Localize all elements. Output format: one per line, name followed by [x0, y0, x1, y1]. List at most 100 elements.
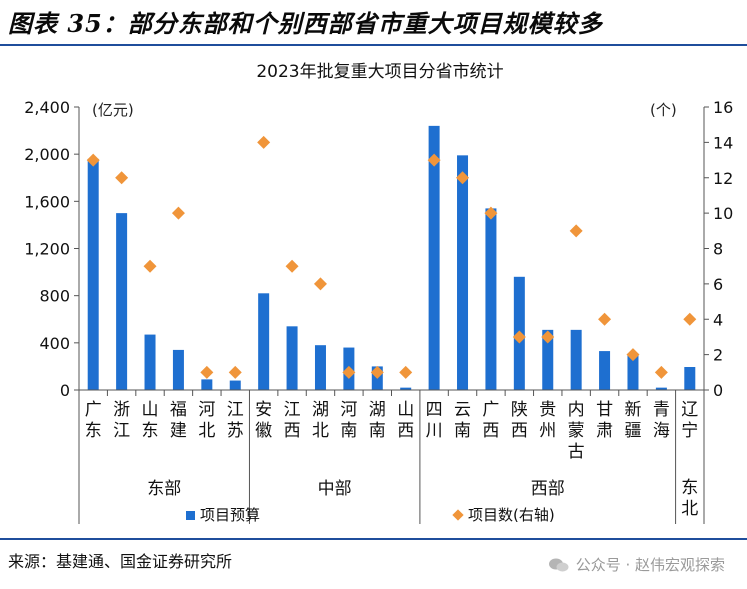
wechat-icon — [548, 558, 569, 571]
group-label: 东部 — [147, 479, 181, 499]
category-label-河南: 南 — [340, 421, 357, 441]
category-label-甘肃: 肃 — [596, 421, 613, 441]
bar-辽宁 — [684, 367, 696, 390]
chart-title: 2023年批复重大项目分省市统计 — [256, 62, 503, 82]
marker-河南 — [342, 365, 356, 379]
right-tick-label: 12 — [713, 169, 733, 188]
category-label-陕西: 西 — [511, 421, 528, 441]
category-label-福建: 建 — [170, 421, 187, 441]
legend-bar-swatch — [186, 511, 195, 520]
watermark-text: 公众号 · 赵伟宏观探索 — [575, 556, 725, 574]
marker-山西 — [399, 365, 413, 379]
bar-江苏 — [229, 380, 241, 390]
right-axis-unit: (个) — [650, 101, 677, 119]
legend-marker-label: 项目数(右轴) — [468, 506, 555, 524]
right-tick-label: 10 — [713, 204, 733, 223]
category-label-山西: 西 — [397, 421, 414, 441]
category-label-青海: 青 — [653, 400, 670, 420]
group-label: 东 — [681, 478, 698, 498]
right-tick-label: 2 — [713, 346, 723, 365]
bar-安徽 — [258, 293, 270, 390]
bar-内蒙古 — [570, 329, 582, 390]
marker-福建 — [171, 206, 185, 220]
category-label-河北: 北 — [198, 421, 215, 441]
marker-山东 — [143, 259, 157, 273]
bar-湖北 — [314, 345, 326, 390]
marker-广西 — [484, 206, 498, 220]
category-label-内蒙古: 古 — [568, 442, 585, 462]
marker-湖南 — [370, 365, 384, 379]
category-label-山东: 山 — [142, 400, 159, 420]
category-label-辽宁: 辽 — [681, 400, 698, 420]
category-label-辽宁: 宁 — [681, 421, 698, 441]
category-label-浙江: 江 — [113, 421, 130, 441]
marker-四川 — [427, 153, 441, 167]
right-tick-label: 14 — [713, 133, 733, 152]
category-label-内蒙古: 蒙 — [568, 421, 585, 441]
marker-安徽 — [257, 135, 271, 149]
marker-河北 — [200, 365, 214, 379]
bar-四川 — [428, 125, 440, 390]
category-label-广西: 广 — [482, 400, 499, 420]
marker-辽宁 — [683, 312, 697, 326]
marker-陕西 — [512, 330, 526, 344]
category-label-河南: 河 — [340, 400, 357, 420]
category-label-新疆: 疆 — [624, 421, 641, 441]
left-tick-label: 400 — [39, 334, 70, 353]
category-label-四川: 四 — [426, 400, 443, 420]
marker-贵州 — [541, 330, 555, 344]
left-tick-label: 2,000 — [24, 145, 70, 164]
left-axis-unit: (亿元) — [92, 101, 134, 119]
left-tick-label: 1,200 — [24, 240, 70, 259]
category-label-江西: 江 — [284, 400, 301, 420]
category-label-河北: 河 — [198, 400, 215, 420]
category-label-浙江: 浙 — [113, 400, 130, 420]
bar-广东 — [87, 158, 99, 390]
source-rule — [0, 538, 747, 540]
marker-湖北 — [313, 277, 327, 291]
left-tick-label: 0 — [60, 381, 70, 400]
bar-甘肃 — [599, 351, 611, 390]
marker-江西 — [285, 259, 299, 273]
right-tick-label: 16 — [713, 98, 733, 117]
title-rule — [0, 44, 747, 46]
left-tick-label: 2,400 — [24, 98, 70, 117]
category-label-江西: 西 — [284, 421, 301, 441]
marker-浙江 — [115, 171, 129, 185]
marker-江苏 — [228, 365, 242, 379]
bar-青海 — [655, 387, 667, 390]
category-label-江苏: 苏 — [227, 421, 244, 441]
marker-广东 — [86, 153, 100, 167]
watermark: 公众号 · 赵伟宏观探索 — [548, 554, 725, 575]
category-label-广东: 东 — [85, 421, 102, 441]
marker-青海 — [654, 365, 668, 379]
chart: 2023年批复重大项目分省市统计 (亿元) (个) 0 400 800 1,200 1,… — [24, 62, 733, 524]
category-label-山东: 东 — [142, 421, 159, 441]
category-label-甘肃: 甘 — [596, 400, 613, 420]
category-label-四川: 川 — [426, 421, 443, 441]
marker-内蒙古 — [569, 224, 583, 238]
category-label-贵州: 州 — [539, 421, 556, 441]
marker-新疆 — [626, 348, 640, 362]
right-tick-label: 8 — [713, 240, 723, 259]
marker-甘肃 — [598, 312, 612, 326]
category-label-湖北: 北 — [312, 421, 329, 441]
category-label-青海: 海 — [653, 421, 670, 441]
bar-新疆 — [627, 353, 639, 390]
bar-山西 — [400, 387, 412, 390]
figure-title: 图表 35：部分东部和个别西部省市重大项目规模较多 — [8, 9, 603, 38]
right-tick-label: 6 — [713, 275, 723, 294]
right-tick-label: 0 — [713, 381, 723, 400]
category-label-安徽: 安 — [255, 400, 272, 420]
bar-广西 — [485, 208, 497, 390]
category-label-内蒙古: 内 — [568, 400, 585, 420]
bar-河北 — [201, 379, 213, 390]
category-label-陕西: 陕 — [511, 400, 528, 420]
left-tick-label: 800 — [39, 287, 70, 306]
bar-云南 — [457, 155, 469, 390]
legend-bar-label: 项目预算 — [200, 506, 260, 524]
group-label: 西部 — [531, 479, 565, 499]
bar-浙江 — [116, 213, 128, 390]
category-label-新疆: 新 — [624, 400, 641, 420]
category-label-江苏: 江 — [227, 400, 244, 420]
